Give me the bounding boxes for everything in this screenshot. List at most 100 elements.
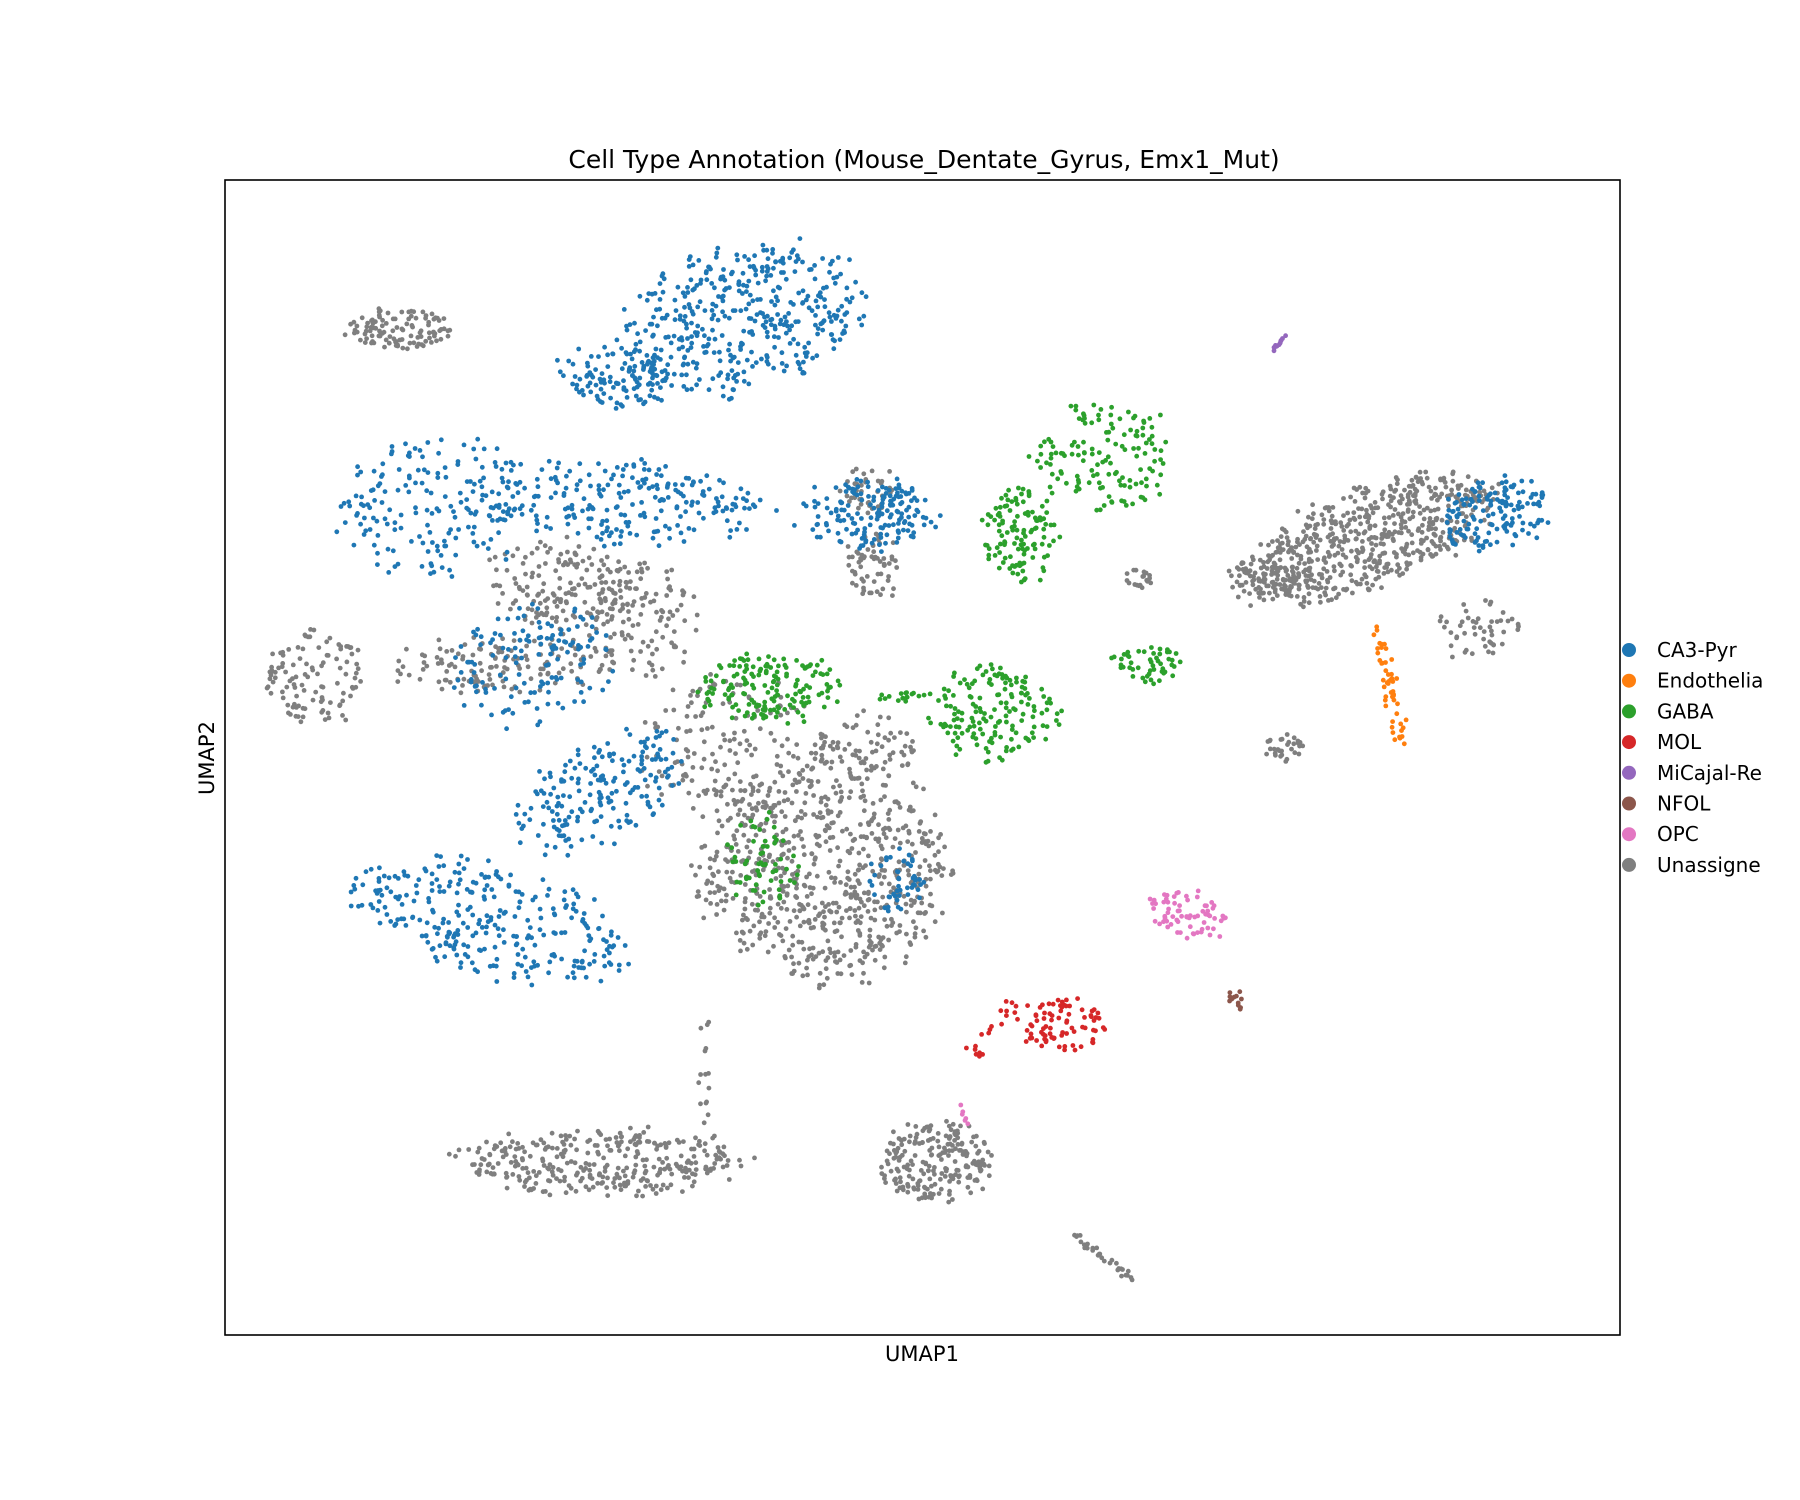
- data-point-unassigned: [460, 654, 466, 659]
- data-point-unassigned: [659, 773, 665, 779]
- data-point-ca3-pyr: [1503, 521, 1509, 527]
- data-point-ca3-pyr: [896, 482, 902, 488]
- data-point-unassigned: [1418, 537, 1424, 543]
- data-point-unassigned: [1380, 489, 1386, 495]
- data-point-unassigned: [1267, 746, 1273, 752]
- data-point-unassigned: [554, 1176, 559, 1181]
- data-point-ca3-pyr: [417, 534, 422, 539]
- data-point-unassigned: [772, 925, 778, 930]
- data-point-ca3-pyr: [457, 877, 463, 883]
- data-point-ca3-pyr: [465, 925, 471, 930]
- data-point-unassigned: [286, 647, 292, 652]
- data-point-unassigned: [897, 805, 903, 810]
- data-point-unassigned: [558, 1168, 564, 1174]
- data-point-unassigned: [864, 574, 870, 579]
- data-point-unassigned: [1355, 557, 1360, 562]
- data-point-unassigned: [847, 766, 852, 772]
- data-point-ca3-pyr: [879, 549, 884, 554]
- data-point-ca3-pyr: [741, 378, 747, 384]
- data-point-ca3-pyr: [511, 975, 517, 980]
- data-point-unassigned: [580, 558, 586, 564]
- data-point-ca3-pyr: [698, 478, 703, 484]
- data-point-ca3-pyr: [541, 821, 546, 827]
- data-point-unassigned: [811, 861, 817, 867]
- data-point-unassigned: [678, 1153, 684, 1159]
- data-point-ca3-pyr: [517, 840, 523, 846]
- data-point-unassigned: [943, 1168, 949, 1174]
- data-point-ca3-pyr: [608, 395, 613, 401]
- data-point-unassigned: [831, 784, 836, 790]
- data-point-ca3-pyr: [538, 915, 544, 921]
- data-point-unassigned: [928, 1192, 934, 1198]
- data-point-ca3-pyr: [1504, 502, 1510, 507]
- data-point-ca3-pyr: [555, 357, 560, 363]
- data-point-unassigned: [989, 1153, 994, 1158]
- data-point-ca3-pyr: [359, 494, 364, 500]
- data-point-ca3-pyr: [610, 758, 615, 764]
- data-point-unassigned: [631, 657, 637, 663]
- data-point-unassigned: [1348, 529, 1354, 535]
- data-point-unassigned: [524, 657, 530, 663]
- data-point-unassigned: [817, 843, 822, 849]
- data-point-unassigned: [778, 905, 784, 911]
- data-point-unassigned: [377, 328, 382, 334]
- data-point-unassigned: [1413, 501, 1419, 506]
- data-point-unassigned: [504, 666, 510, 672]
- data-point-unassigned: [892, 735, 897, 740]
- data-point-ca3-pyr: [395, 487, 401, 493]
- data-point-ca3-pyr: [351, 542, 357, 548]
- data-point-ca3-pyr: [499, 466, 505, 472]
- data-point-ca3-pyr: [577, 478, 583, 484]
- data-point-ca3-pyr: [735, 257, 740, 263]
- data-point-unassigned: [596, 610, 602, 616]
- data-point-ca3-pyr: [863, 294, 869, 300]
- data-point-unassigned: [735, 849, 741, 854]
- data-point-ca3-pyr: [443, 941, 449, 947]
- data-point-ca3-pyr: [807, 267, 812, 273]
- data-point-unassigned: [752, 746, 758, 752]
- data-point-unassigned: [520, 1144, 525, 1150]
- data-point-unassigned: [568, 661, 574, 667]
- data-point-ca3-pyr: [752, 318, 758, 324]
- data-point-unassigned: [1499, 641, 1505, 647]
- data-point-unassigned: [302, 672, 308, 677]
- data-point-ca3-pyr: [770, 247, 776, 252]
- data-point-ca3-pyr: [633, 347, 638, 353]
- data-point-ca3-pyr: [442, 538, 447, 544]
- data-point-ca3-pyr: [676, 346, 682, 352]
- data-point-unassigned: [780, 938, 786, 944]
- data-point-unassigned: [640, 603, 646, 608]
- data-point-unassigned: [913, 1124, 919, 1129]
- data-point-ca3-pyr: [528, 507, 534, 513]
- data-point-unassigned: [667, 584, 672, 590]
- data-point-unassigned: [889, 556, 895, 562]
- data-point-ca3-pyr: [658, 347, 664, 353]
- data-point-unassigned: [586, 555, 592, 561]
- data-point-unassigned: [684, 729, 689, 734]
- data-point-ca3-pyr: [457, 490, 463, 496]
- data-point-unassigned: [1230, 584, 1235, 590]
- data-point-unassigned: [742, 882, 748, 887]
- data-point-unassigned: [408, 313, 414, 319]
- data-point-unassigned: [753, 773, 759, 779]
- data-point-ca3-pyr: [489, 887, 495, 892]
- data-point-ca3-pyr: [469, 659, 475, 665]
- data-point-ca3-pyr: [496, 933, 502, 939]
- data-point-unassigned: [597, 596, 603, 602]
- data-point-unassigned: [1370, 510, 1376, 516]
- data-point-unassigned: [853, 466, 859, 472]
- data-point-unassigned: [310, 667, 316, 673]
- data-point-unassigned: [872, 944, 878, 949]
- data-point-unassigned: [319, 709, 325, 715]
- data-point-ca3-pyr: [884, 532, 890, 538]
- data-point-ca3-pyr: [859, 497, 865, 503]
- data-point-unassigned: [806, 954, 812, 960]
- data-point-ca3-pyr: [575, 677, 581, 682]
- data-point-unassigned: [1344, 586, 1350, 592]
- data-point-unassigned: [767, 910, 773, 916]
- data-point-ca3-pyr: [717, 477, 722, 483]
- data-point-ca3-pyr: [597, 491, 602, 497]
- data-point-ca3-pyr: [631, 462, 637, 468]
- data-point-unassigned: [540, 1158, 546, 1164]
- data-point-ca3-pyr: [530, 897, 536, 903]
